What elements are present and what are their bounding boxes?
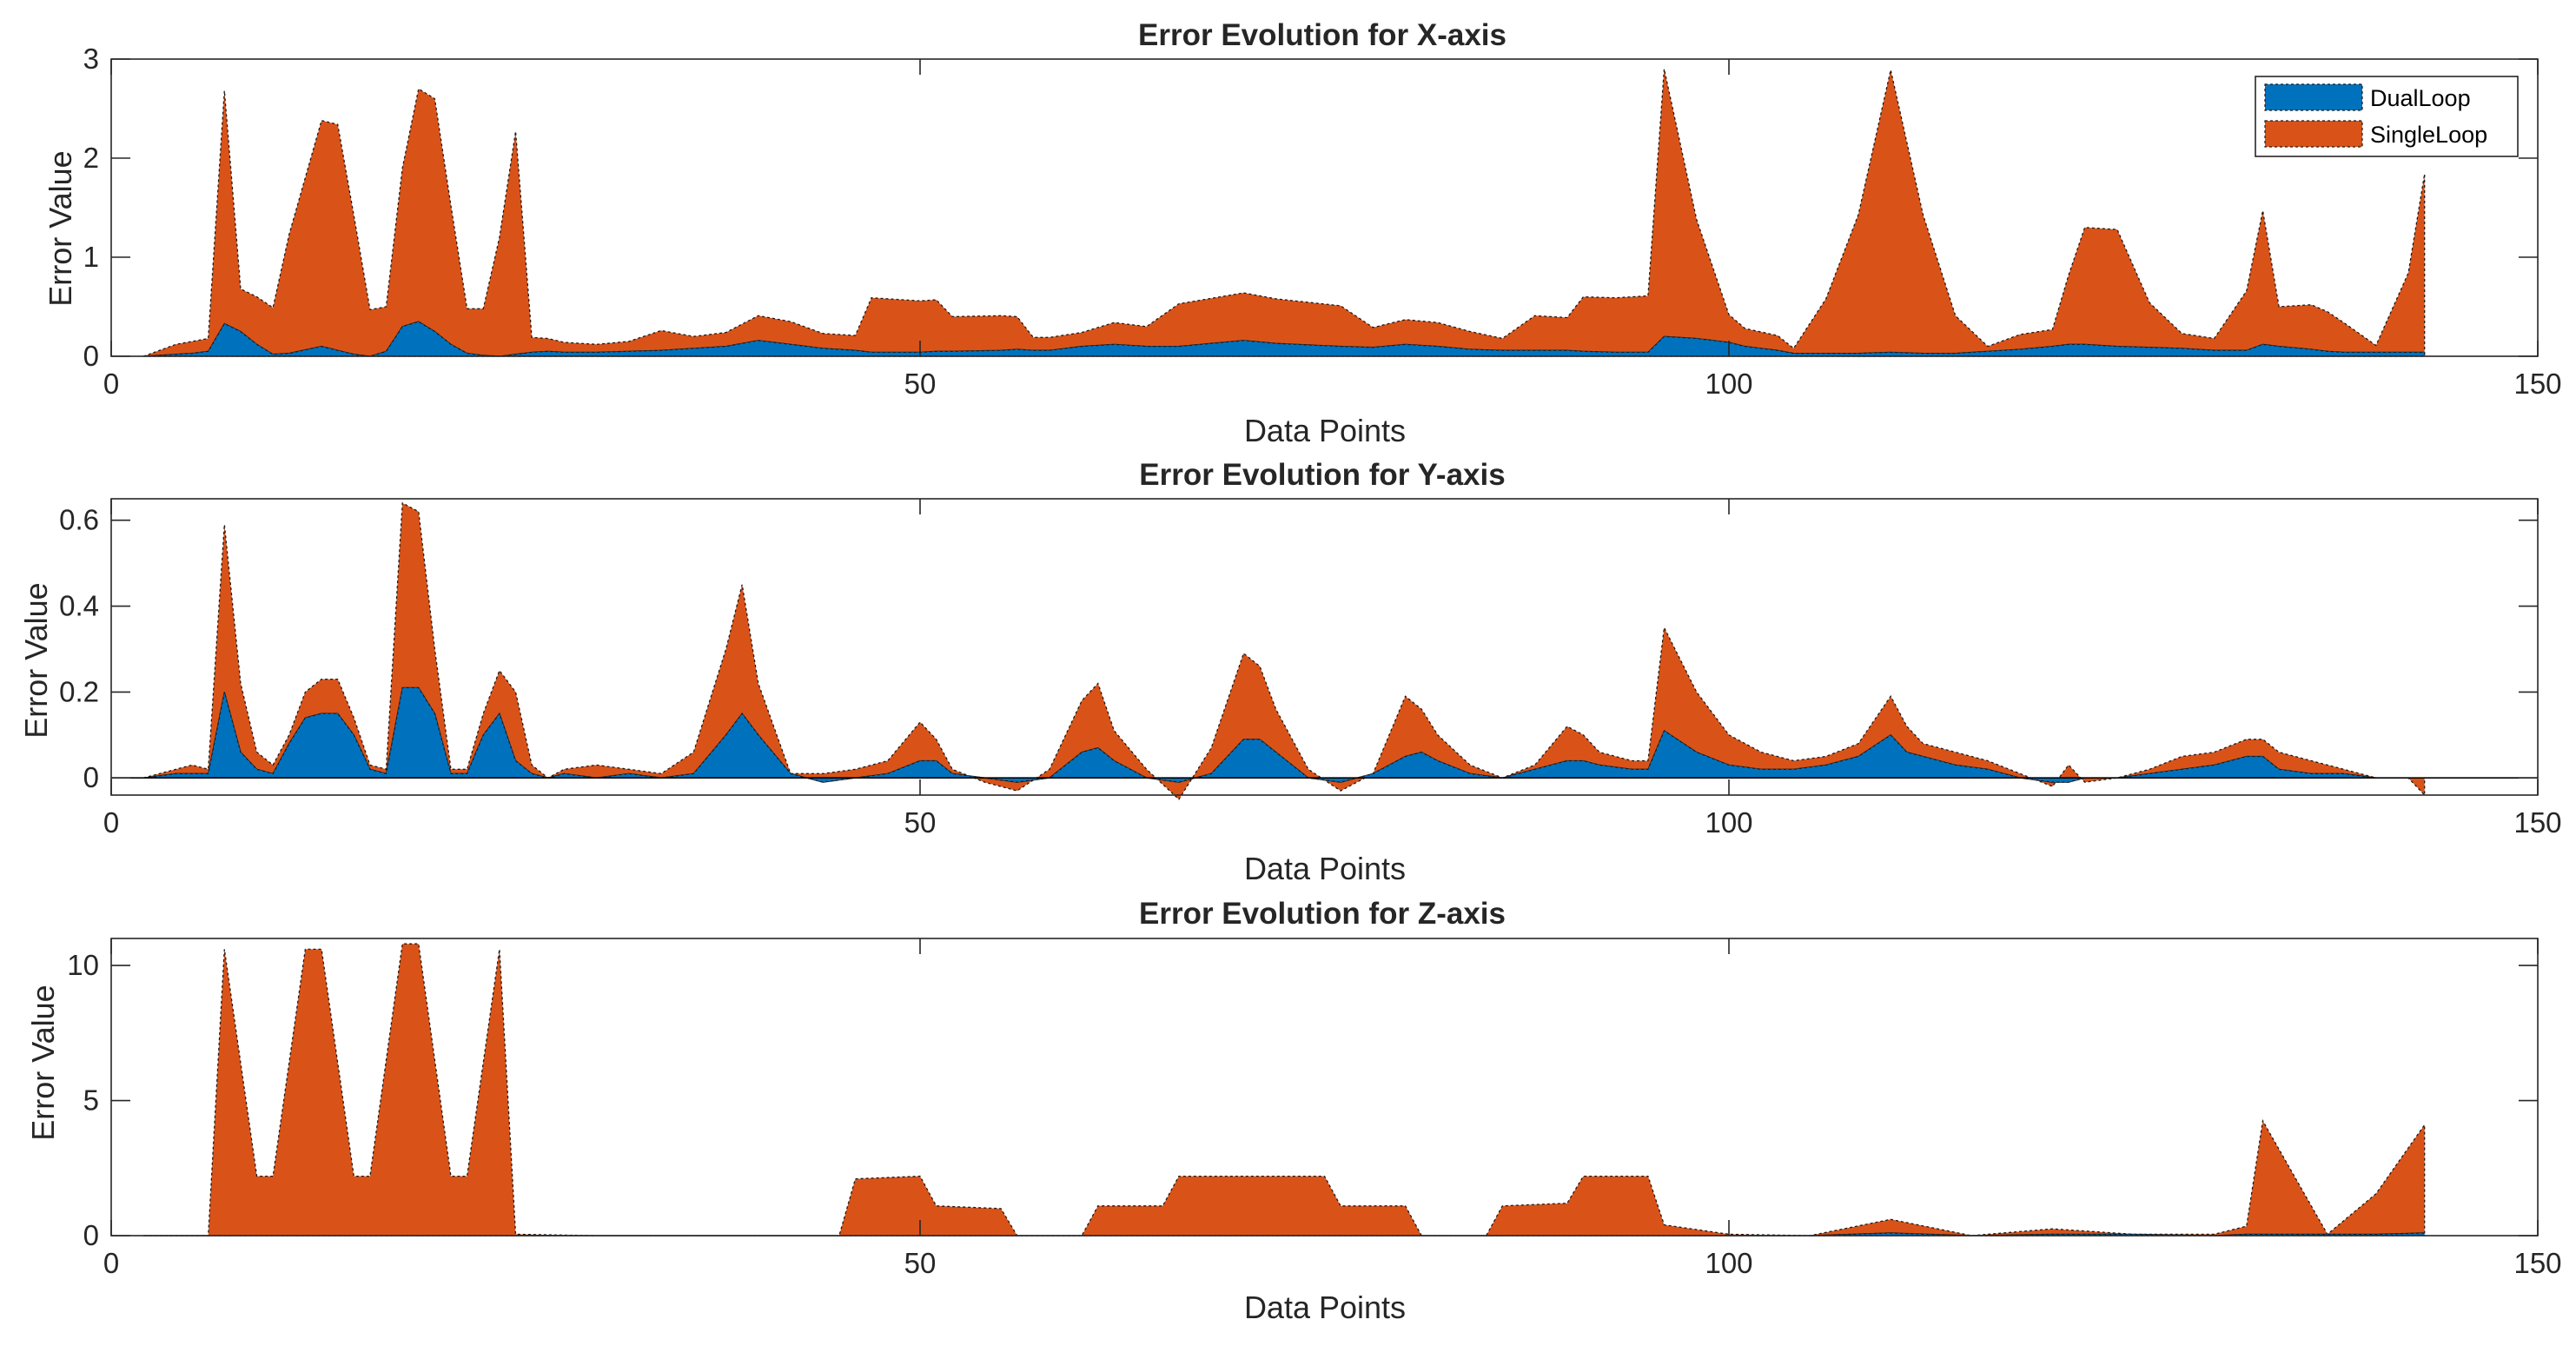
x-tick-label: 100 (1705, 806, 1752, 839)
y-tick-label: 0.4 (59, 590, 99, 622)
chart-title: Error Evolution for Z-axis (1139, 897, 1506, 931)
legend-swatch-singleloop (2264, 120, 2363, 148)
plot-area (142, 69, 2426, 357)
y-tick-label: 3 (83, 43, 99, 75)
chart-title: Error Evolution for X-axis (1138, 18, 1507, 52)
plot-area (111, 501, 2538, 800)
x-axis-label: Data Points (1244, 413, 1406, 448)
legend-label-dualloop: DualLoop (2370, 85, 2471, 111)
axis-ticks: 0 50 100 150 0 1 2 3 (83, 43, 2562, 400)
y-tick-label: 0.2 (59, 675, 99, 707)
x-tick-label: 100 (1705, 368, 1752, 400)
x-tick-label: 0 (103, 368, 119, 400)
area-series-singleloop (143, 501, 2426, 800)
area-series-dualloop (143, 686, 2425, 783)
x-tick-label: 150 (2513, 1247, 2561, 1279)
x-tick-label: 150 (2513, 368, 2561, 400)
legend-swatch-dualloop (2264, 83, 2363, 111)
y-tick-label: 2 (83, 142, 99, 174)
subplot-y-axis: Error Evolution for Y-axis Data Points E… (18, 458, 2562, 886)
x-tick-label: 50 (904, 1247, 937, 1279)
subplot-z-axis: Error Evolution for Z-axis Data Points E… (25, 897, 2562, 1325)
y-tick-label: 0 (83, 761, 99, 793)
y-tick-label: 10 (67, 949, 99, 981)
chart-title: Error Evolution for Y-axis (1139, 458, 1505, 492)
legend-label-singleloop: SingleLoop (2370, 122, 2487, 148)
y-tick-label: 0 (83, 340, 99, 372)
axes-box (110, 938, 2539, 1237)
area-series-dualloop (143, 321, 2426, 357)
x-axis-label: Data Points (1244, 851, 1406, 886)
axis-ticks: 0 50 100 150 0 0.2 0.4 0.6 (59, 499, 2562, 839)
x-tick-label: 0 (103, 1247, 119, 1279)
y-tick-label: 0.6 (59, 504, 99, 536)
y-axis-label: Error Value (18, 582, 54, 738)
y-tick-label: 0 (83, 1219, 99, 1251)
x-axis-label: Data Points (1244, 1290, 1406, 1325)
axes-box (110, 498, 2539, 796)
x-tick-label: 0 (103, 806, 119, 839)
axes-box (110, 58, 2539, 357)
y-tick-label: 1 (83, 241, 99, 273)
x-tick-label: 150 (2513, 806, 2561, 839)
y-tick-label: 5 (83, 1084, 99, 1117)
y-axis-label: Error Value (25, 985, 61, 1140)
y-axis-label: Error Value (43, 150, 78, 306)
x-tick-label: 100 (1705, 1247, 1752, 1279)
x-tick-label: 50 (904, 806, 937, 839)
legend: DualLoop SingleLoop (2255, 76, 2519, 157)
subplot-x-axis: Error Evolution for X-axis Data Points E… (43, 18, 2562, 448)
x-tick-label: 50 (904, 368, 937, 400)
axis-ticks: 0 50 100 150 0 5 10 (67, 938, 2562, 1279)
